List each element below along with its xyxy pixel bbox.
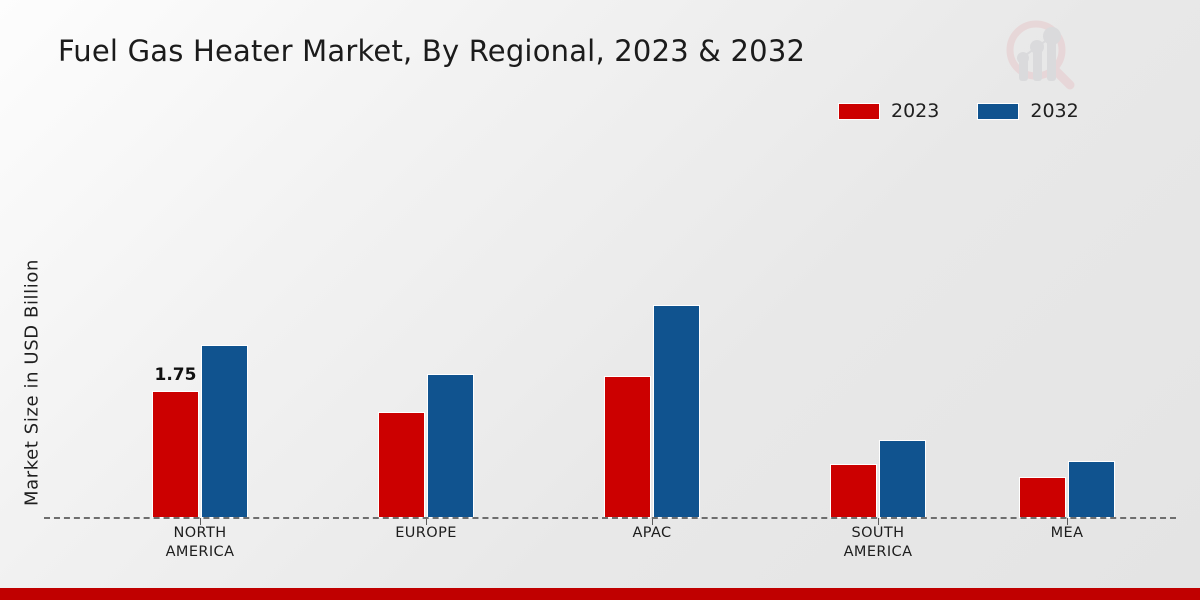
bar-2023-south-america[interactable] (830, 464, 877, 518)
bar-2032-mea[interactable] (1068, 461, 1115, 518)
x-axis-tick (878, 518, 879, 525)
bar-2023-europe[interactable] (378, 412, 425, 518)
legend-label-2023: 2023 (891, 100, 940, 122)
chart-title: Fuel Gas Heater Market, By Regional, 202… (58, 34, 806, 68)
legend-label-2032: 2032 (1030, 100, 1079, 122)
bar-group (604, 150, 700, 518)
bar-pair (604, 305, 700, 518)
bar-pair (1019, 461, 1115, 518)
x-axis-label-mea: MEA (1050, 525, 1084, 541)
bar-2032-north-america[interactable] (201, 344, 248, 518)
legend-item-2032[interactable]: 2032 (977, 100, 1079, 122)
bar-group (830, 150, 926, 518)
bar-2032-south-america[interactable] (879, 440, 926, 518)
bar-2023-mea[interactable] (1019, 477, 1066, 518)
x-axis-tick (426, 518, 427, 525)
bar-2032-apac[interactable] (653, 305, 700, 518)
y-axis-title: Market Size in USD Billion (21, 259, 43, 506)
bar-value-label: 1.75 (154, 364, 197, 385)
bar-group: 1.75 (152, 150, 248, 518)
plot-area: 1.75 NORTH AMERICA EUROPE APAC SOUTH AMERICA ME… (44, 150, 1184, 560)
bottom-accent-bar (0, 588, 1200, 600)
x-axis-baseline (44, 517, 1176, 519)
bar-pair: 1.75 (152, 344, 248, 518)
bar-2032-europe[interactable] (427, 374, 474, 518)
market-research-magnifier-logo (996, 14, 1082, 96)
bar-2023-north-america[interactable]: 1.75 (152, 365, 199, 518)
x-axis-label-north-america: NORTH AMERICA (165, 525, 235, 560)
bar-2023-apac[interactable] (604, 375, 651, 518)
x-axis-tick (200, 518, 201, 525)
x-axis-label-europe: EUROPE (395, 525, 457, 541)
x-axis-label-apac: APAC (632, 525, 672, 541)
chart-legend: 2023 2032 (838, 100, 1079, 122)
legend-swatch-2023 (838, 102, 880, 120)
legend-item-2023[interactable]: 2023 (838, 100, 939, 122)
x-axis-tick (652, 518, 653, 525)
bar-group (378, 150, 474, 518)
x-axis-label-south-america: SOUTH AMERICA (843, 525, 913, 560)
bar-pair (830, 440, 926, 518)
bar-pair (378, 374, 474, 518)
bar-group (1019, 150, 1115, 518)
x-axis-tick (1067, 518, 1068, 525)
legend-swatch-2032 (977, 102, 1020, 120)
